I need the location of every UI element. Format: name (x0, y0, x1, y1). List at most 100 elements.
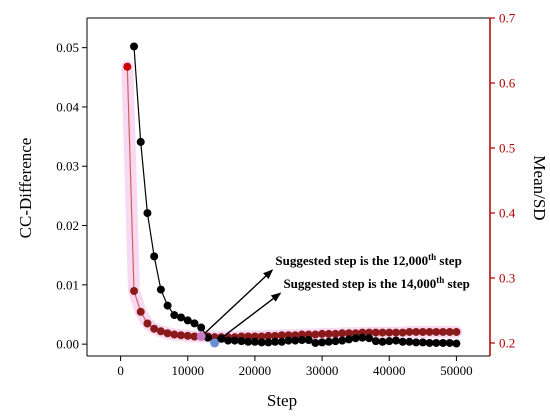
mean-sd-point (344, 329, 353, 338)
mean-sd-point (378, 328, 387, 337)
y-left-tick-label: 0.05 (56, 40, 79, 55)
cc-difference-point (203, 333, 212, 342)
cc-difference-point (190, 319, 199, 328)
cc-difference-point (237, 337, 246, 346)
annotation-label: Suggested step is the 12,000th step (275, 252, 461, 268)
y-left-tick-label: 0.03 (56, 159, 79, 174)
highlight-point (196, 331, 206, 341)
cc-difference-point (418, 338, 427, 347)
mean-sd-glow (121, 60, 463, 344)
cc-difference-point (425, 338, 434, 347)
y-right-tick-label: 0.7 (499, 11, 516, 26)
mean-sd-point (318, 329, 327, 338)
x-tick-label: 10000 (172, 363, 205, 378)
mean-sd-point (445, 327, 454, 336)
cc-difference-point (318, 338, 327, 347)
mean-sd-point (277, 331, 286, 340)
highlight-band-layer (121, 60, 463, 344)
mean-sd-point (257, 332, 266, 341)
mean-sd-point (143, 319, 152, 328)
mean-sd-point (271, 331, 280, 340)
cc-difference-point (338, 336, 347, 345)
y-right-tick-label: 0.2 (499, 336, 515, 351)
y-axis-title-left: CC-Difference (16, 138, 35, 239)
mean-sd-point (163, 329, 172, 338)
annotation-arrow (204, 269, 274, 334)
annotation-arrow (217, 292, 282, 342)
cc-difference-point (183, 316, 192, 325)
cc-difference-point (324, 337, 333, 346)
y-left-tick-label: 0.00 (56, 337, 79, 352)
mean-sd-line (126, 66, 457, 338)
cc-difference-line (133, 46, 457, 345)
series-points (123, 42, 461, 348)
cc-difference-point (150, 252, 159, 261)
highlight-point (210, 338, 220, 348)
mean-sd-point (123, 62, 132, 71)
y-right-tick-label: 0.5 (499, 141, 515, 156)
cc-difference-point (163, 301, 172, 310)
mean-sd-point (183, 331, 192, 340)
mean-sd-point (324, 329, 333, 338)
mean-sd-point (130, 287, 139, 295)
mean-sd-point (136, 307, 145, 316)
cc-difference-point (197, 323, 206, 332)
cc-difference-point (297, 335, 306, 344)
mean-sd-point (385, 328, 394, 337)
cc-difference-point (277, 337, 286, 346)
mean-sd-point (391, 328, 400, 337)
mean-sd-point (170, 330, 179, 339)
y-right-tick-label: 0.4 (499, 206, 516, 221)
cc-difference-point (311, 338, 320, 347)
y-left-tick-label: 0.04 (56, 99, 79, 114)
x-tick-label: 40000 (373, 363, 406, 378)
cc-difference-point (445, 338, 454, 347)
y-axis-title-right: Mean/SD (530, 155, 549, 220)
mean-sd-point (452, 327, 461, 336)
mean-sd-point (398, 328, 407, 337)
annotations: Suggested step is the 12,000th step Sugge… (204, 252, 470, 342)
mean-sd-point (365, 328, 374, 337)
x-tick-label: 20000 (239, 363, 272, 378)
mean-sd-point (371, 328, 380, 337)
cc-difference-point (405, 337, 414, 346)
y-right-tick-label: 0.6 (499, 76, 516, 91)
mean-sd-point (190, 332, 199, 341)
x-tick-label: 50000 (440, 363, 473, 378)
annotation-label: Suggested step is the 14,000th step (283, 275, 469, 291)
cc-difference-point (432, 338, 441, 347)
cc-difference-point (291, 336, 300, 345)
cc-difference-point (438, 338, 447, 347)
mean-sd-point (405, 327, 414, 336)
cc-difference-point (351, 334, 360, 343)
x-tick-label: 30000 (306, 363, 339, 378)
cc-difference-point (452, 339, 461, 348)
cc-difference-point (391, 336, 400, 345)
cc-difference-point (284, 336, 293, 345)
mean-sd-point (156, 327, 165, 336)
y-left-tick-label: 0.01 (56, 277, 79, 292)
cc-difference-point (143, 209, 152, 218)
cc-difference-point (398, 337, 407, 346)
series-lines (126, 46, 457, 345)
plot-frame (86, 17, 491, 357)
cc-difference-point (371, 337, 380, 346)
y-right-tick-label: 0.3 (499, 271, 515, 286)
cc-difference-point (130, 42, 139, 51)
mean-sd-point (331, 329, 340, 338)
mean-sd-point (438, 327, 447, 336)
mean-sd-point (264, 331, 273, 340)
cc-difference-point (257, 338, 266, 347)
mean-sd-point (177, 331, 186, 340)
mean-sd-point (418, 327, 427, 336)
cc-difference-point (412, 338, 421, 347)
axis-ticks: 0 10000 20000 30000 40000 50000 0.00 0.01 0.02 0.… (56, 11, 516, 379)
cc-difference-point (156, 285, 165, 294)
mean-sd-point (425, 327, 434, 336)
cc-difference-point (170, 311, 179, 320)
cc-difference-point (136, 137, 145, 146)
cc-difference-point (365, 334, 374, 343)
mean-sd-point (412, 327, 421, 336)
mean-sd-point (150, 324, 159, 333)
